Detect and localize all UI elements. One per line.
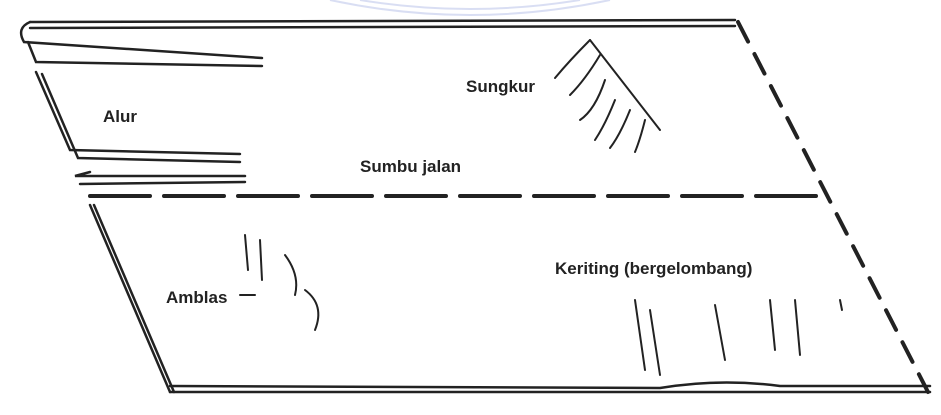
right-edge	[738, 22, 928, 392]
corrugation-marks	[635, 300, 842, 375]
label-corrugation: Keriting (bergelombang)	[555, 259, 752, 278]
label-rutting: Alur	[103, 107, 137, 126]
label-centerline: Sumbu jalan	[360, 157, 461, 176]
watermark	[330, 0, 610, 15]
label-shoving: Sungkur	[466, 77, 535, 96]
road-outline	[21, 20, 930, 392]
depression-marks	[240, 235, 318, 330]
road-damage-diagram: Alur Sungkur Sumbu jalan Amblas Keriting…	[0, 0, 941, 415]
label-depression: Amblas	[166, 288, 227, 307]
shoving-cracks	[555, 40, 660, 152]
